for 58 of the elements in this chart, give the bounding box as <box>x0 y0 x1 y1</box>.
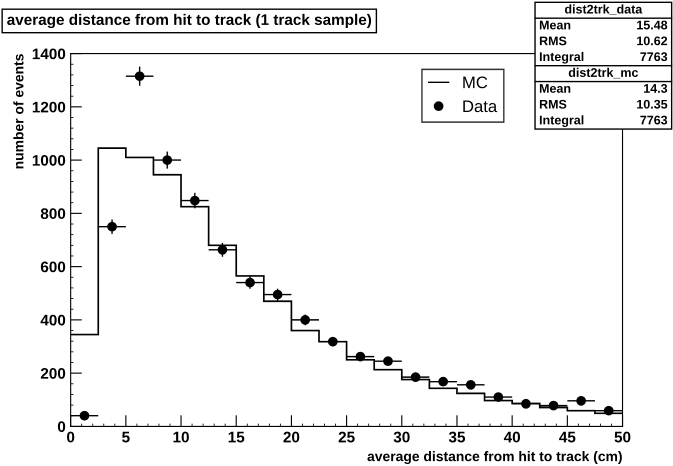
legend-label: Data <box>463 100 498 112</box>
text: 10.62 <box>637 36 668 46</box>
x-tick-label: 20 <box>283 432 300 442</box>
annotation: dist2trk_mc <box>568 68 638 78</box>
text: dist2trk_data <box>564 4 642 16</box>
point <box>466 380 476 390</box>
point <box>410 372 420 382</box>
annotation: Integral <box>540 52 584 64</box>
point <box>190 196 200 206</box>
point <box>576 396 586 406</box>
text: 7763 <box>640 52 668 62</box>
x-tick-label: 30 <box>394 432 410 442</box>
x-tick-label: 35 <box>448 432 466 442</box>
y-tick-label: 1200 <box>32 102 66 113</box>
legend-label: MC <box>463 76 488 88</box>
text: 15.48 <box>637 20 668 30</box>
annotation: RMS <box>540 100 566 109</box>
x-tick-label: 45 <box>559 432 576 442</box>
annotation: Mean <box>540 84 570 93</box>
x-tick-label: 25 <box>338 432 355 442</box>
y-tick-label: 0 <box>58 421 66 432</box>
y-tick-label: 1000 <box>32 154 66 166</box>
text: 10.35 <box>637 100 668 109</box>
y-tick-label: 800 <box>40 208 66 220</box>
point <box>438 376 448 387</box>
point <box>383 356 393 366</box>
text: Mean <box>540 20 570 30</box>
y-tick-label: 600 <box>40 261 66 272</box>
point <box>521 398 531 409</box>
y-tick-label: 200 <box>40 368 66 379</box>
text: 14.3 <box>644 84 668 93</box>
x-axis-title: average distance from hit to track (cm) <box>367 451 622 464</box>
point <box>272 290 282 300</box>
x-tick-label: 0 <box>67 432 74 442</box>
chart-title: average distance from hit to track (1 track sample) <box>7 14 372 28</box>
point <box>218 244 228 255</box>
point <box>328 336 338 347</box>
point <box>245 278 255 288</box>
x-tick-label: 40 <box>504 432 520 442</box>
y-tick-label: 1400 <box>32 48 66 60</box>
text: RMS <box>540 36 566 46</box>
point <box>548 400 558 410</box>
point <box>134 71 145 82</box>
annotation: Integral <box>540 115 584 128</box>
y-axis-title: number of events <box>13 54 24 168</box>
point <box>604 406 614 416</box>
point <box>80 410 90 421</box>
point <box>300 315 310 325</box>
y-tick-label: 400 <box>40 314 66 326</box>
x-tick-label: 15 <box>228 432 244 442</box>
x-tick-label: 5 <box>122 432 130 442</box>
x-tick-label: 50 <box>614 432 630 442</box>
x-tick-label: 10 <box>174 432 189 442</box>
point <box>162 155 172 165</box>
text: 7763 <box>640 116 668 125</box>
point <box>107 222 117 232</box>
point <box>493 392 504 402</box>
point <box>356 352 366 362</box>
